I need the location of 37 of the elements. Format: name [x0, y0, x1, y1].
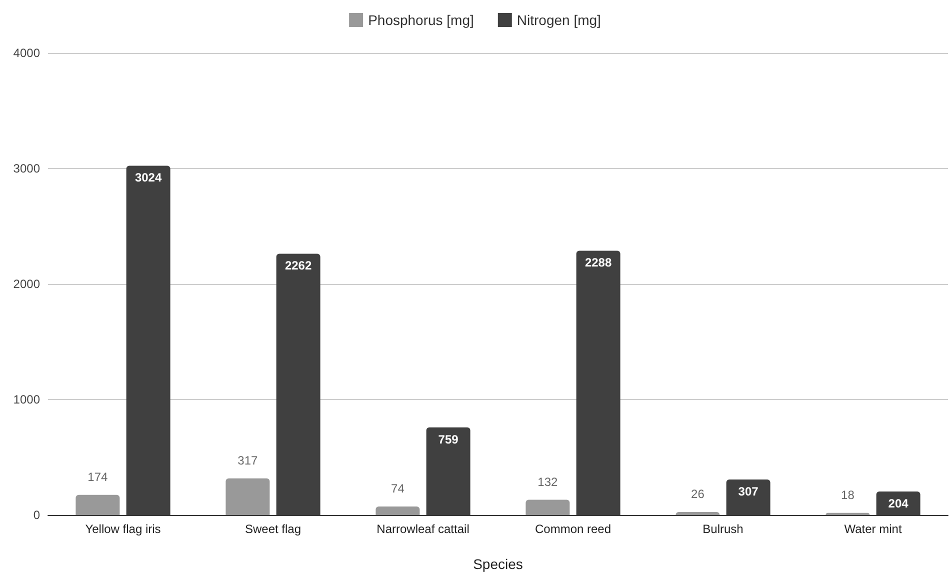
bar [676, 512, 720, 515]
data-label: 26 [691, 486, 705, 501]
data-label: 174 [88, 470, 108, 484]
data-label: 132 [538, 474, 558, 489]
bar [376, 506, 420, 515]
bar [576, 250, 620, 515]
data-label: 74 [391, 481, 405, 496]
bar [726, 480, 770, 515]
x-axis-title: Species [473, 556, 523, 572]
bar [226, 478, 270, 515]
data-label: 759 [438, 432, 459, 446]
bar [76, 494, 120, 515]
data-label: 18 [841, 488, 855, 502]
data-label: 307 [738, 484, 759, 499]
data-label: 317 [238, 453, 258, 468]
y-tick-label: 1000 [13, 392, 40, 406]
x-tick-label: Bulrush [702, 522, 744, 536]
x-tick-label: Yellow flag iris [85, 522, 161, 536]
y-tick-label: 3000 [13, 162, 40, 176]
y-tick-label: 4000 [13, 46, 40, 60]
x-tick-label: Narrowleaf cattail [376, 522, 470, 536]
data-label: 204 [888, 496, 909, 510]
bar [526, 500, 570, 515]
data-label: 2288 [584, 256, 612, 270]
y-tick-label: 2000 [13, 277, 40, 291]
data-label: 2262 [284, 258, 312, 273]
bar [276, 254, 320, 515]
data-label: 3024 [134, 170, 162, 185]
y-tick-label: 0 [33, 508, 40, 522]
legend-label: Phosphorus [mg] [368, 12, 474, 28]
legend-label: Nitrogen [mg] [516, 12, 601, 28]
bar [126, 166, 170, 515]
bar [426, 427, 470, 515]
x-tick-label: Common reed [534, 522, 612, 536]
x-tick-label: Sweet flag [244, 522, 302, 536]
x-tick-label: Water mint [844, 522, 902, 536]
bar [876, 491, 920, 515]
